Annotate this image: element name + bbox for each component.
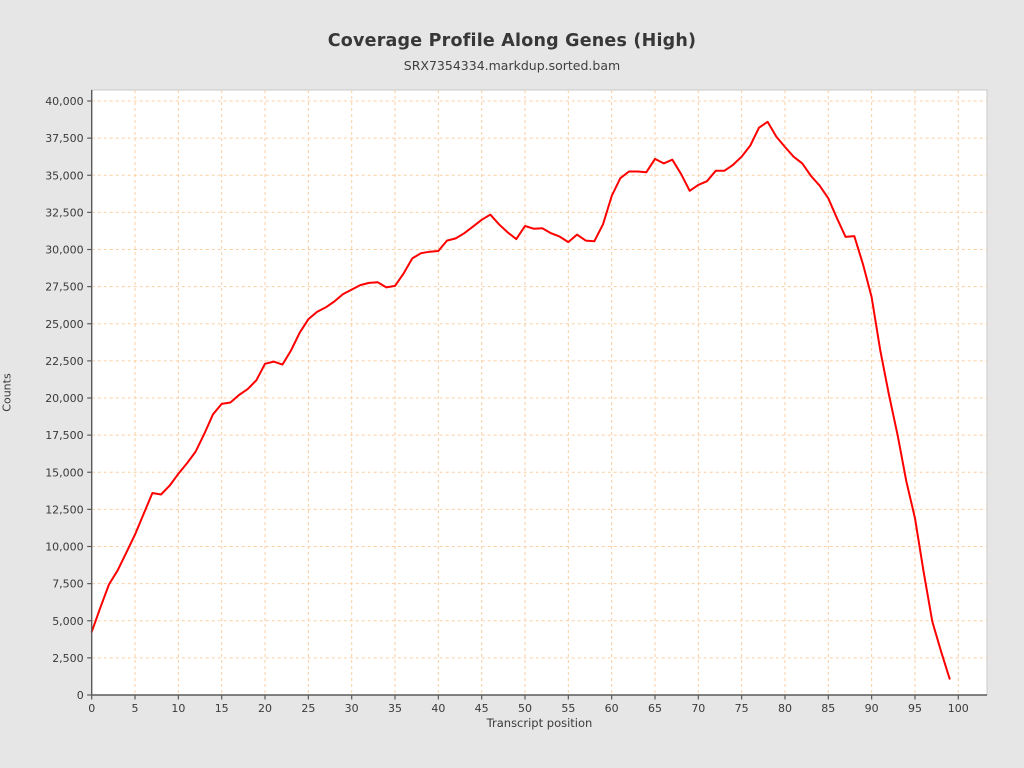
x-tick-label: 25 xyxy=(301,702,315,715)
y-tick-label: 0 xyxy=(77,689,84,702)
grid-lines xyxy=(91,90,987,695)
x-axis-title: Transcript position xyxy=(486,716,593,730)
x-tick-label: 50 xyxy=(518,702,532,715)
axes xyxy=(90,90,987,696)
y-tick-label: 40,000 xyxy=(45,95,84,108)
x-tick-label: 40 xyxy=(431,702,445,715)
y-tick-label: 35,000 xyxy=(45,169,84,182)
x-tick-label: 90 xyxy=(865,702,879,715)
chart-title: Coverage Profile Along Genes (High) xyxy=(327,31,697,51)
y-tick-label: 32,500 xyxy=(45,206,84,219)
chart-subtitle: SRX7354334.markdup.sorted.bam xyxy=(403,58,621,73)
x-tick-label: 100 xyxy=(948,702,969,715)
y-tick-label: 25,000 xyxy=(45,318,84,331)
tick-marks xyxy=(87,100,959,700)
tick-labels: 0 2,500 5,000 7,500 10,000 12,500 15,000 17,500… xyxy=(45,95,969,715)
y-tick-label: 30,000 xyxy=(45,244,84,257)
y-tick-label: 37,500 xyxy=(45,132,84,145)
x-tick-label: 5 xyxy=(132,702,139,715)
x-tick-label: 35 xyxy=(388,702,402,715)
y-tick-label: 17,500 xyxy=(45,429,84,442)
y-tick-label: 20,000 xyxy=(45,392,84,405)
x-tick-label: 55 xyxy=(561,702,575,715)
y-tick-label: 22,500 xyxy=(45,355,84,368)
x-tick-label: 20 xyxy=(258,702,272,715)
y-tick-label: 12,500 xyxy=(45,503,84,516)
x-tick-label: 75 xyxy=(735,702,749,715)
y-axis-title: Counts xyxy=(0,373,14,412)
x-tick-label: 0 xyxy=(88,702,95,715)
coverage-line xyxy=(90,120,951,680)
x-tick-label: 70 xyxy=(691,702,705,715)
plot-panel xyxy=(91,89,988,696)
y-tick-label: 10,000 xyxy=(45,541,84,554)
x-tick-label: 45 xyxy=(475,702,489,715)
x-tick-label: 95 xyxy=(908,702,922,715)
y-tick-label: 15,000 xyxy=(45,466,84,479)
x-tick-label: 65 xyxy=(648,702,662,715)
y-tick-label: 7,500 xyxy=(52,578,84,591)
x-tick-label: 85 xyxy=(821,702,835,715)
x-tick-label: 60 xyxy=(605,702,619,715)
y-tick-label: 2,500 xyxy=(52,652,84,665)
x-tick-label: 30 xyxy=(345,702,359,715)
x-tick-label: 10 xyxy=(171,702,185,715)
x-tick-label: 80 xyxy=(778,702,792,715)
y-tick-label: 27,500 xyxy=(45,281,84,294)
x-tick-label: 15 xyxy=(215,702,229,715)
y-tick-label: 5,000 xyxy=(52,615,84,628)
